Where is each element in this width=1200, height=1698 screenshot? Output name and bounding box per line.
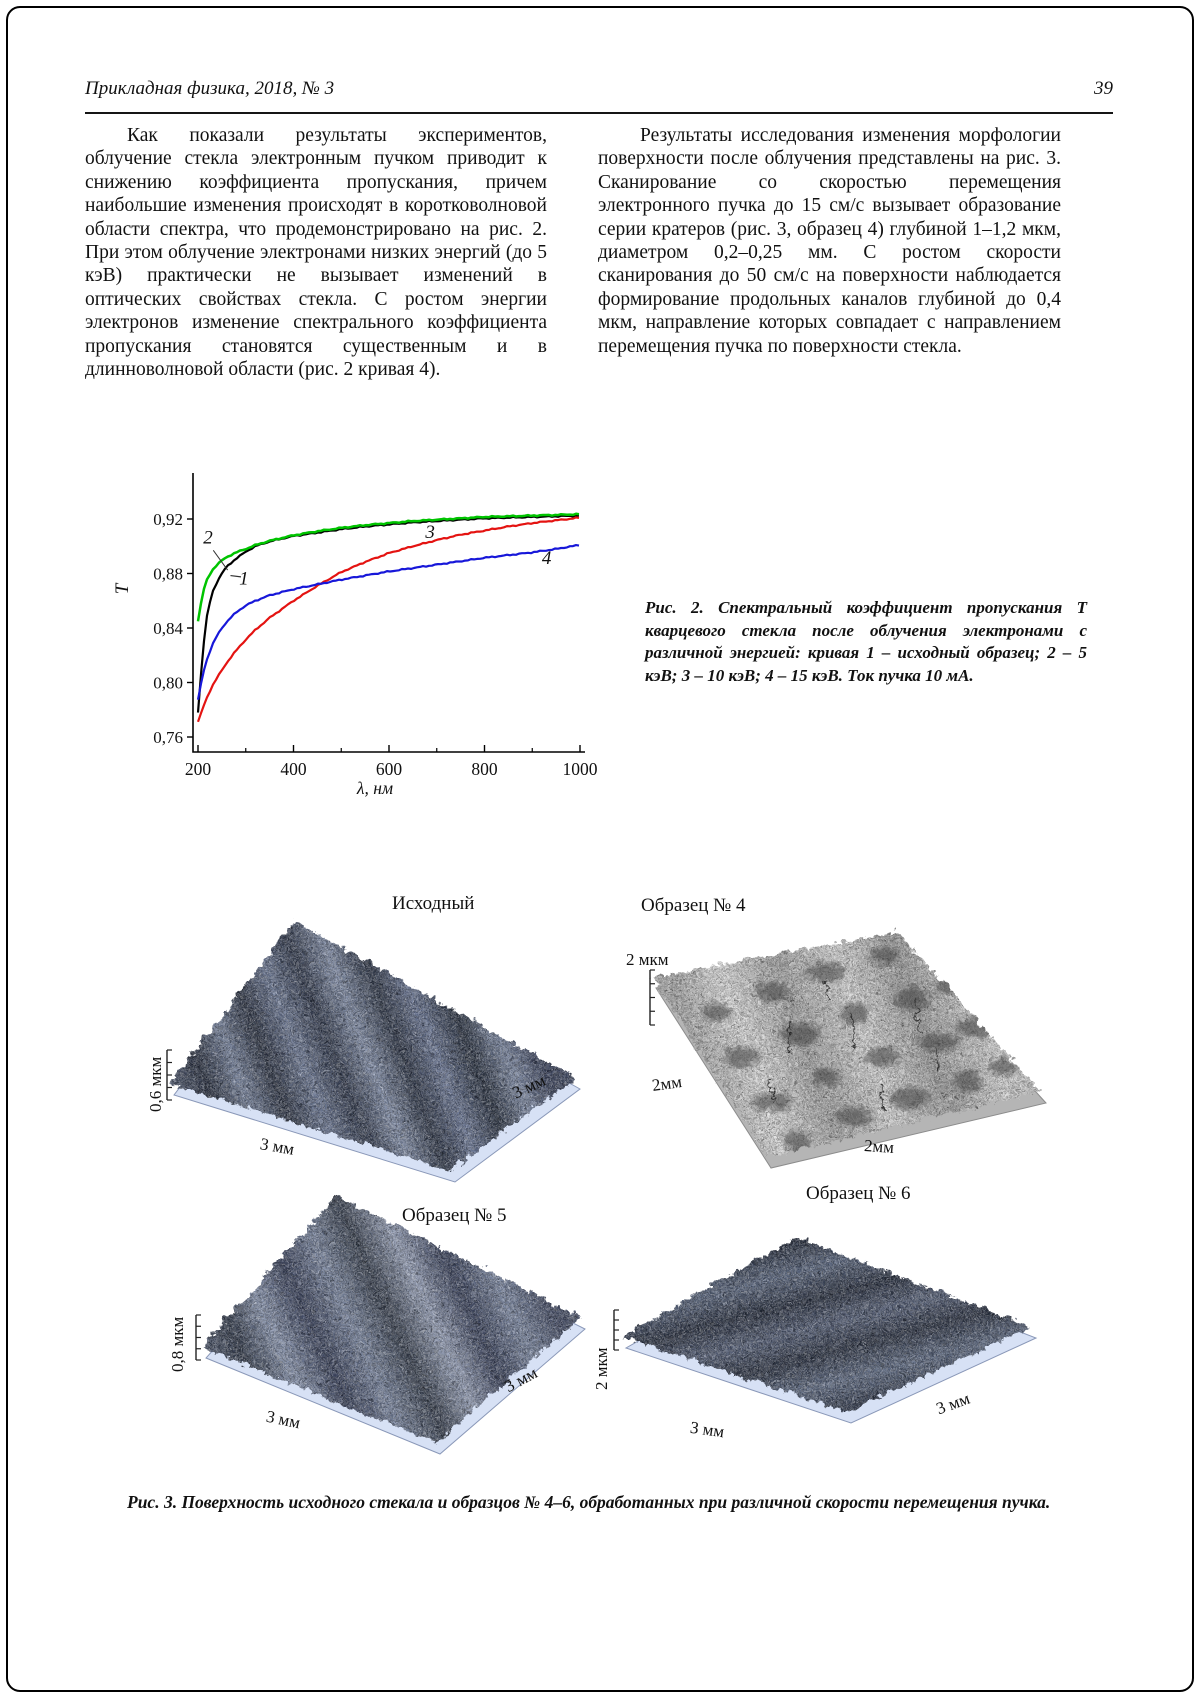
crater [868, 946, 896, 964]
figure2-caption: Рис. 2. Спектральный коэффициент пропуск… [645, 598, 1087, 685]
curve-4 [196, 544, 580, 700]
spike [785, 1017, 789, 1051]
panel2-z-axis-label: 2 мкм [626, 950, 669, 969]
surface-relief [620, 1235, 1030, 1410]
journal-title: Прикладная физика, 2018, № 3 [85, 78, 335, 99]
spike [879, 1081, 883, 1109]
y-tick-label: 0,80 [153, 674, 183, 693]
right-column-paragraph: Результаты исследования изменения морфол… [598, 125, 1061, 357]
crater [839, 1001, 867, 1023]
spike [769, 1075, 773, 1106]
left-column-paragraph: Как показали результаты экспериментов, о… [85, 125, 547, 381]
crater [988, 1056, 1016, 1074]
crater [750, 1091, 790, 1109]
curve-3 [196, 516, 580, 723]
panel2-x-axis-label: 2мм [863, 1135, 895, 1158]
panel4-surface-plot [613, 1235, 1038, 1424]
crater [723, 1044, 757, 1066]
curve2-leader-line [212, 550, 229, 571]
panel2-y-axis-label: 2мм [650, 1072, 684, 1096]
crater [835, 1104, 869, 1126]
x-axis-title: λ, нм [356, 778, 393, 798]
curve-2 [196, 512, 580, 622]
curve-label-1: 1 [239, 568, 249, 589]
x-tick-label: 600 [376, 759, 403, 779]
x-tick-label: 800 [471, 759, 498, 779]
x-tick-label: 200 [185, 759, 212, 779]
crater [955, 1014, 995, 1036]
y-tick-label: 0,88 [153, 565, 183, 584]
surface-relief [168, 919, 574, 1169]
curve-label-2: 2 [203, 527, 213, 548]
crater [781, 1129, 809, 1151]
crater [863, 1046, 897, 1064]
page-number: 39 [1094, 78, 1113, 99]
page-header: Прикладная физика, 2018, № 3 39 [85, 78, 1113, 100]
chart-axes [192, 473, 585, 753]
curve1-leader-line [230, 574, 242, 578]
curve-label-4: 4 [542, 548, 552, 569]
crater [888, 1085, 928, 1107]
crater [778, 1021, 818, 1043]
spike [915, 997, 919, 1031]
header-rule [85, 112, 1113, 114]
panel4-title: Образец № 6 [806, 1183, 911, 1204]
panel3-z-axis-label: 0,8 мкм [168, 1316, 187, 1372]
figure3-caption: Рис. 3. Поверхность исходного стекала и … [127, 1492, 1051, 1512]
panel3-title: Образец № 5 [402, 1205, 507, 1226]
surface-relief [200, 1194, 579, 1441]
figure2-transmission-chart: 0,76 0,80 0,84 0,88 0,92 200 400 600 800 1000 λ, н… [112, 473, 598, 798]
y-tick-label: 0,84 [153, 619, 183, 638]
crater [893, 986, 927, 1008]
surface-relief [650, 930, 1040, 1155]
x-tick-label: 400 [280, 759, 307, 779]
panel2-surface-plot [649, 930, 1047, 1169]
spike [933, 1045, 937, 1071]
y-tick-label: 0,76 [153, 728, 183, 747]
y-axis-title: T [112, 582, 133, 594]
spike [824, 977, 827, 1001]
x-tick-label: 1000 [563, 759, 598, 779]
crater [805, 961, 845, 979]
panel1-z-axis-label: 0,6 мкм [146, 1056, 165, 1112]
y-tick-label: 0,92 [153, 510, 183, 529]
crater [811, 1066, 839, 1084]
panel1-surface-plot [166, 919, 581, 1183]
curve-label-3: 3 [424, 522, 435, 543]
panel1-title: Исходный [392, 893, 475, 914]
crater [753, 981, 787, 999]
panel3-surface-plot [195, 1194, 586, 1455]
crater [933, 976, 967, 994]
crater [918, 1031, 958, 1049]
crater [701, 1001, 729, 1019]
panel4-z-axis-label: 2 мкм [592, 1347, 611, 1390]
spike [849, 1011, 853, 1049]
crater [951, 1069, 979, 1091]
panel2-title: Образец № 4 [641, 895, 746, 916]
